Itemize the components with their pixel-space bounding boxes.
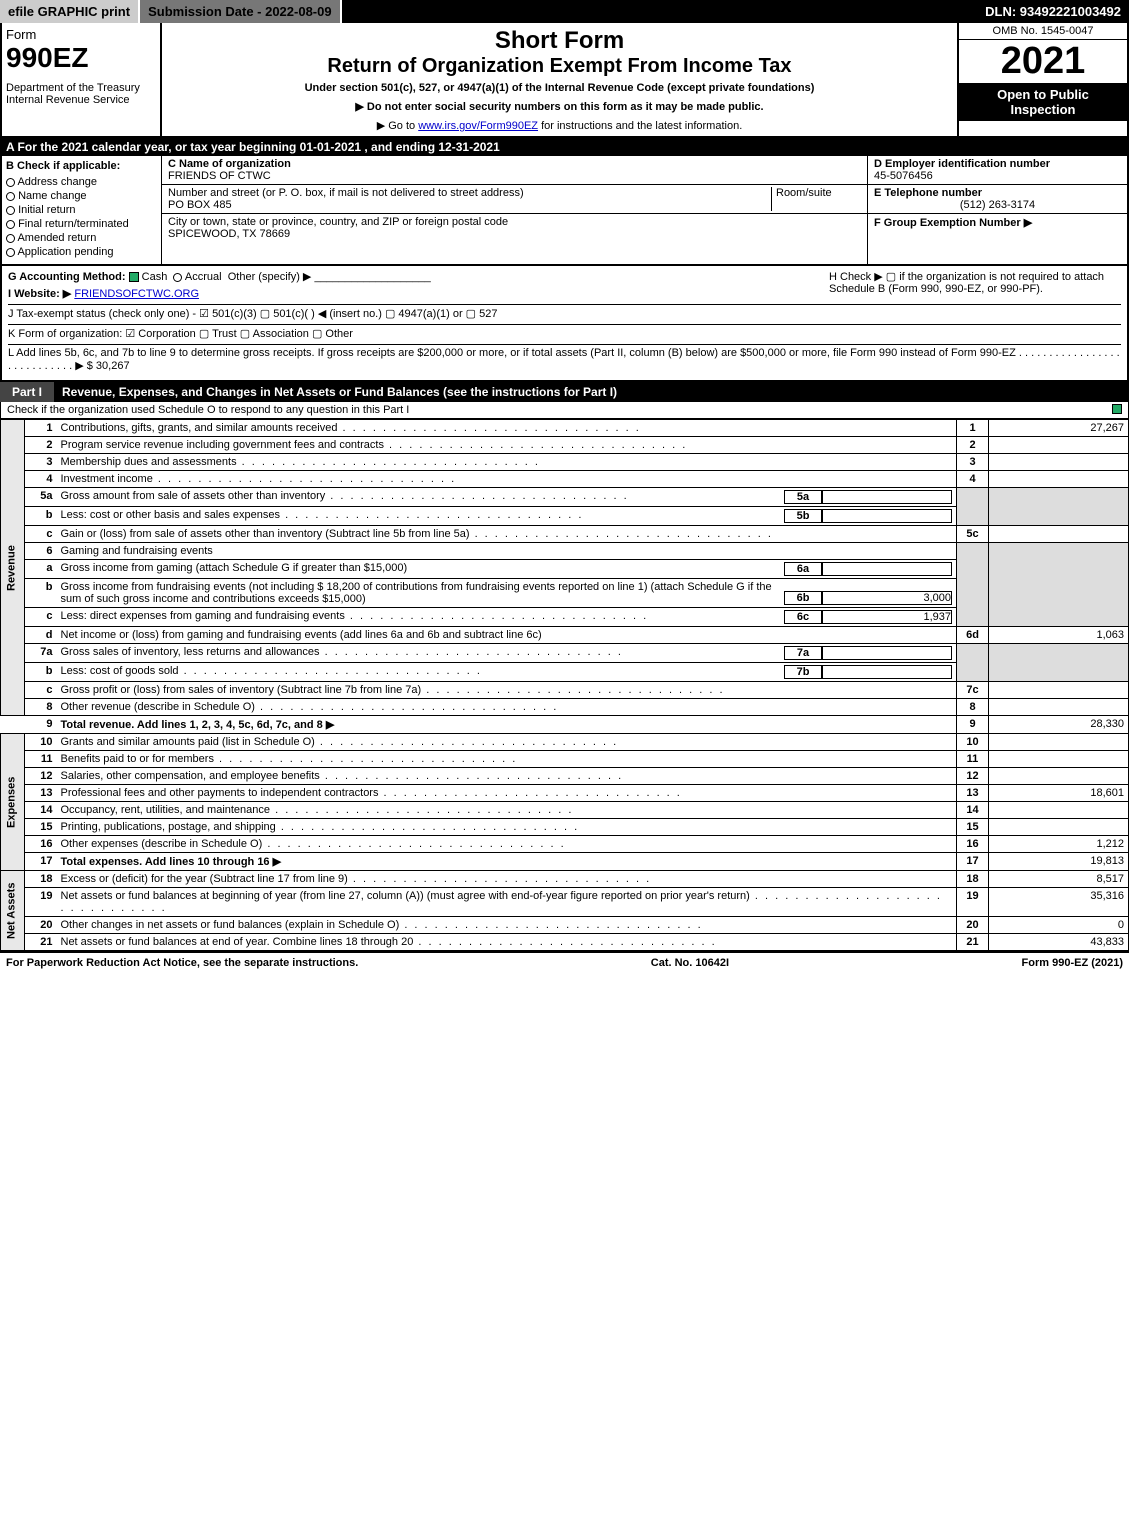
d-ein: D Employer identification number 45-5076…: [868, 156, 1127, 185]
amt-4: [989, 471, 1129, 488]
side-netassets: Net Assets: [1, 871, 25, 951]
title-short-form: Short Form: [170, 27, 949, 55]
side-revenue: Revenue: [1, 420, 25, 716]
amt-19: 35,316: [989, 888, 1129, 917]
header-left: Form 990EZ Department of the Treasury In…: [2, 23, 162, 136]
section-ghijkl: H Check ▶ ▢ if the organization is not r…: [0, 266, 1129, 382]
chk-schedule-o[interactable]: [1112, 404, 1122, 414]
amt-15: [989, 819, 1129, 836]
irs-link[interactable]: www.irs.gov/Form990EZ: [418, 120, 538, 132]
block-bcdef: B Check if applicable: Address change Na…: [0, 156, 1129, 266]
department: Department of the Treasury Internal Reve…: [6, 82, 156, 106]
part1-title: Revenue, Expenses, and Changes in Net As…: [62, 382, 617, 402]
note-ssn: ▶ Do not enter social security numbers o…: [170, 100, 949, 113]
chk-name-change[interactable]: Name change: [6, 190, 157, 202]
amt-6d: 1,063: [989, 627, 1129, 644]
amt-11: [989, 751, 1129, 768]
chk-initial-return[interactable]: Initial return: [6, 204, 157, 216]
amt-13: 18,601: [989, 785, 1129, 802]
val-6b: 3,000: [822, 591, 952, 605]
chk-cash[interactable]: [129, 272, 139, 282]
phone-value: (512) 263-3174: [874, 199, 1121, 211]
ein-value: 45-5076456: [874, 170, 933, 182]
open-public-badge: Open to Public Inspection: [959, 83, 1127, 121]
header-right: OMB No. 1545-0047 2021 Open to Public In…: [957, 23, 1127, 136]
note-link: ▶ Go to www.irs.gov/Form990EZ for instru…: [170, 119, 949, 132]
chk-accrual[interactable]: [173, 273, 182, 282]
section-def: D Employer identification number 45-5076…: [867, 156, 1127, 264]
b-title: B Check if applicable:: [6, 160, 157, 172]
footer-catno: Cat. No. 10642I: [651, 957, 729, 969]
amt-7c: [989, 682, 1129, 699]
subtitle: Under section 501(c), 527, or 4947(a)(1)…: [170, 82, 949, 94]
org-name: FRIENDS OF CTWC: [168, 170, 271, 182]
side-expenses: Expenses: [1, 734, 25, 871]
form-container: efile GRAPHIC print Submission Date - 20…: [0, 0, 1129, 973]
section-j: J Tax-exempt status (check only one) - ☑…: [8, 304, 1121, 320]
title-return: Return of Organization Exempt From Incom…: [170, 55, 949, 78]
section-k: K Form of organization: ☑ Corporation ▢ …: [8, 324, 1121, 340]
form-number: 990EZ: [6, 42, 156, 74]
amt-16: 1,212: [989, 836, 1129, 853]
section-h: H Check ▶ ▢ if the organization is not r…: [821, 270, 1121, 295]
amt-8: [989, 699, 1129, 716]
section-c: C Name of organization FRIENDS OF CTWC N…: [162, 156, 867, 264]
val-6c: 1,937: [822, 610, 952, 624]
amt-5c: [989, 526, 1129, 543]
efile-print[interactable]: efile GRAPHIC print: [0, 0, 140, 23]
part1-table: Revenue 1Contributions, gifts, grants, a…: [0, 419, 1129, 951]
form-header: Form 990EZ Department of the Treasury In…: [0, 23, 1129, 138]
top-bar: efile GRAPHIC print Submission Date - 20…: [0, 0, 1129, 23]
footer-right: Form 990-EZ (2021): [1022, 957, 1123, 969]
footer-left: For Paperwork Reduction Act Notice, see …: [6, 957, 358, 969]
amt-10: [989, 734, 1129, 751]
omb-number: OMB No. 1545-0047: [959, 23, 1127, 40]
part1-header: Part I Revenue, Expenses, and Changes in…: [0, 382, 1129, 402]
city-state-zip: SPICEWOOD, TX 78669: [168, 228, 290, 240]
amt-12: [989, 768, 1129, 785]
room-suite-label: Room/suite: [771, 187, 861, 211]
chk-application-pending[interactable]: Application pending: [6, 246, 157, 258]
amt-21: 43,833: [989, 934, 1129, 951]
section-b: B Check if applicable: Address change Na…: [2, 156, 162, 264]
chk-address-change[interactable]: Address change: [6, 176, 157, 188]
tax-year: 2021: [959, 40, 1127, 83]
city-row: City or town, state or province, country…: [162, 214, 867, 242]
amt-18: 8,517: [989, 871, 1129, 888]
e-phone: E Telephone number (512) 263-3174: [868, 185, 1127, 214]
amt-17: 19,813: [989, 853, 1129, 871]
website-link[interactable]: FRIENDSOFCTWC.ORG: [74, 288, 199, 300]
chk-amended-return[interactable]: Amended return: [6, 232, 157, 244]
org-name-row: C Name of organization FRIENDS OF CTWC: [162, 156, 867, 185]
street-address: PO BOX 485: [168, 199, 232, 211]
f-group-exemption: F Group Exemption Number ▶: [868, 214, 1127, 231]
section-l: L Add lines 5b, 6c, and 7b to line 9 to …: [8, 344, 1121, 372]
submission-date: Submission Date - 2022-08-09: [140, 0, 342, 23]
form-label: Form: [6, 27, 156, 42]
amt-1: 27,267: [989, 420, 1129, 437]
header-center: Short Form Return of Organization Exempt…: [162, 23, 957, 136]
part1-tab: Part I: [0, 382, 54, 402]
row-a-calendar: A For the 2021 calendar year, or tax yea…: [0, 138, 1129, 156]
street-row: Number and street (or P. O. box, if mail…: [162, 185, 867, 214]
page-footer: For Paperwork Reduction Act Notice, see …: [0, 951, 1129, 973]
amt-20: 0: [989, 917, 1129, 934]
amt-9: 28,330: [989, 716, 1129, 734]
amt-14: [989, 802, 1129, 819]
chk-final-return[interactable]: Final return/terminated: [6, 218, 157, 230]
amt-2: [989, 437, 1129, 454]
dln: DLN: 93492221003492: [977, 0, 1129, 23]
amt-3: [989, 454, 1129, 471]
part1-check-row: Check if the organization used Schedule …: [0, 402, 1129, 419]
